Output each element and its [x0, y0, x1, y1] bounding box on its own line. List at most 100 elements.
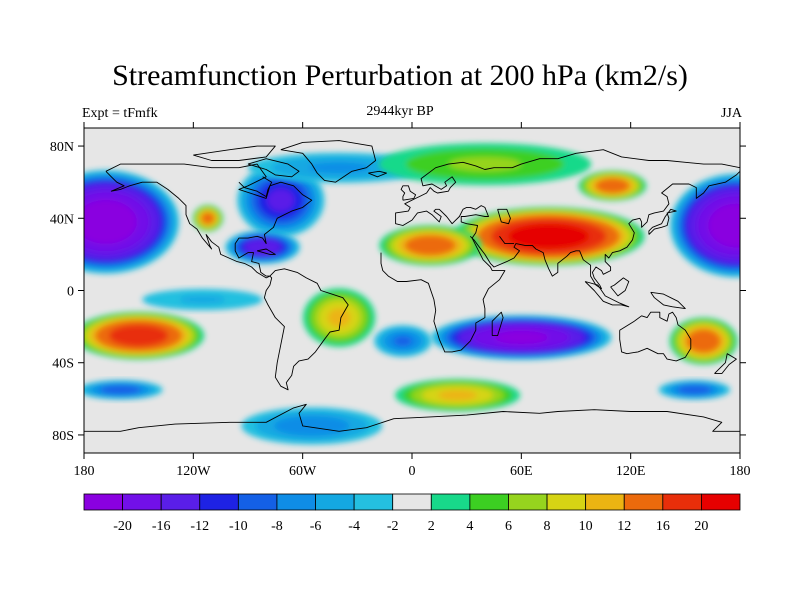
contour-20	[508, 223, 590, 249]
x-tick-label: 180	[74, 464, 95, 479]
caribbean-low-contours	[225, 230, 300, 264]
colorbar-label: 6	[505, 519, 512, 534]
contour--4	[179, 295, 226, 304]
greenland-coast	[280, 140, 377, 183]
southern-ocean-high-contours	[395, 378, 521, 412]
contour-10	[327, 308, 351, 327]
saharan-high-contours	[379, 225, 482, 266]
contour--8	[100, 385, 141, 395]
baffin-coast	[247, 158, 300, 178]
colorbar-swatch	[237, 493, 278, 511]
colorbar-swatch	[546, 493, 587, 511]
cuba-coast	[256, 248, 276, 255]
colorbar-swatch	[430, 493, 471, 511]
caspian-coast	[497, 208, 511, 225]
east-asia-coast	[469, 170, 740, 290]
contour-12	[201, 212, 215, 224]
iceland-coast	[368, 170, 387, 178]
x-tick-label: 60E	[510, 464, 533, 479]
x-tick-label: 180	[730, 464, 751, 479]
colorbar-label: 2	[428, 519, 435, 534]
x-tick-label: 120W	[176, 464, 211, 479]
colorbar-swatch	[585, 493, 625, 511]
colorbar-swatch	[353, 493, 394, 511]
x-tick-label: 0	[409, 464, 416, 479]
y-tick-label: 80S	[52, 429, 74, 444]
colorbar-swatch	[469, 493, 509, 511]
ne-pacific-high-contours	[192, 204, 224, 232]
siberian-high-contours	[578, 170, 647, 201]
colorbar-label: -10	[229, 519, 248, 534]
colorbar-swatch	[122, 493, 162, 511]
new-zealand-coast	[714, 353, 737, 375]
season-label: JJA	[720, 106, 742, 121]
contour-10	[437, 390, 478, 401]
borneo-coast	[610, 277, 630, 297]
new-guinea-coast	[650, 291, 686, 310]
contour--8	[677, 385, 712, 395]
north-america-coast	[105, 163, 313, 279]
uk-coast	[400, 185, 417, 201]
y-tick-label: 40N	[50, 212, 74, 227]
colorbar-swatch	[392, 493, 432, 511]
colorbar-label: -8	[271, 519, 283, 534]
streamfunction-field	[84, 128, 740, 453]
antarctic-low-contours	[241, 407, 383, 445]
south-atlantic-low-contours	[374, 325, 432, 357]
arabia-gulf-coast	[499, 236, 514, 245]
tropical-pacific-low-contours	[142, 288, 263, 311]
contour--12	[244, 238, 282, 256]
contour-12	[595, 178, 630, 194]
colorbar-label: 16	[656, 519, 670, 534]
contour--12	[267, 188, 295, 212]
chart-subtitle: 2944kyr BP	[366, 104, 434, 119]
colorbar-swatch	[160, 493, 201, 511]
colorbar-swatch	[701, 493, 741, 511]
colorbar-label: 12	[617, 519, 631, 534]
indian-ocean-low-contours	[431, 315, 612, 360]
x-axis: 180 120W 60W 0 60E 120E 180	[74, 122, 751, 479]
colorbar-label: -4	[348, 519, 360, 534]
colorbar-swatch	[623, 493, 664, 511]
coastlines	[84, 140, 740, 432]
indonesia-coast	[584, 281, 630, 308]
antarctica-coast	[84, 403, 740, 432]
north-america-low-contours	[237, 163, 325, 237]
colorbar-swatch	[508, 493, 548, 511]
colorbar-label: -20	[113, 519, 132, 534]
southwest-pacific-high-contours	[669, 317, 738, 365]
contour-12	[686, 329, 721, 353]
y-tick-label: 40S	[52, 357, 74, 372]
arctic-islands-coast	[193, 145, 276, 161]
y-tick-label: 80N	[50, 140, 74, 155]
contour-16	[109, 324, 169, 347]
colorbar-label: -6	[310, 519, 322, 534]
colorbar-swatch	[276, 493, 316, 511]
contour--6	[308, 162, 371, 173]
x-tick-label: 60W	[289, 464, 317, 479]
colorbar-label: 10	[579, 519, 593, 534]
south-pacific-low-contours	[84, 380, 163, 400]
north-pacific-low-east-contours	[670, 173, 740, 278]
colorbar-label: -12	[190, 519, 209, 534]
tasman-low-contours	[658, 380, 731, 400]
arctic-high-contours	[378, 143, 592, 186]
colorbar-label: 20	[694, 519, 708, 534]
contour--20	[708, 203, 740, 248]
contour--20	[84, 199, 137, 244]
north-pacific-low-west-contours	[84, 170, 180, 274]
colorbar-swatch	[83, 493, 123, 511]
south-america-high-contours	[302, 288, 376, 347]
colorbar-swatch	[315, 493, 355, 511]
south-pacific-high-contours	[84, 311, 205, 360]
japan-coast	[648, 208, 677, 235]
colorbar-swatch	[662, 493, 702, 511]
contour--6	[274, 415, 350, 436]
colorbar-label: -2	[387, 519, 399, 534]
colorbar-label: -16	[152, 519, 171, 534]
chart-title: Streamfunction Perturbation at 200 hPa (…	[112, 59, 688, 92]
colorbar-label: 8	[544, 519, 551, 534]
africa-eurasia-coast	[380, 149, 740, 353]
y-tick-label: 0	[67, 285, 74, 300]
